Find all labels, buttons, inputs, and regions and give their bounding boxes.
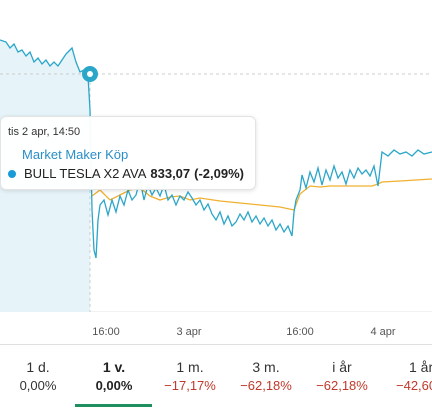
period-return: 0,00% [95,378,133,393]
period-1m[interactable]: 1 m. −17,17% [152,345,228,409]
x-tick-label: 4 apr [370,326,396,338]
tooltip-change: (-2,09%) [194,166,244,181]
tooltip-date: tis 2 apr, 14:50 [8,126,81,138]
price-chart[interactable]: 16:00 3 apr 16:00 4 apr tis 2 apr, 14:50… [0,0,432,338]
period-return: −42,60% [396,378,432,393]
tooltip-series-name: Market Maker Köp [22,147,129,162]
tooltip-value: 833,07 [150,166,191,181]
period-return: −62,18% [316,378,368,393]
period-return: −17,17% [164,378,216,393]
period-3m[interactable]: 3 m. −62,18% [228,345,304,409]
period-ytd[interactable]: i år −62,18% [304,345,380,409]
series-dot-icon [8,169,16,178]
x-tick-label: 3 apr [176,326,202,338]
period-label: 1 v. [102,359,126,375]
period-label: i år [332,359,352,375]
period-label: 1 år [409,359,432,375]
active-period-indicator [75,404,152,407]
x-tick-label: 16:00 [92,326,120,338]
period-label: 3 m. [252,359,280,375]
period-selector: 1 d. 0,00% 1 v. 0,00% 1 m. −17,17% 3 m. … [0,344,432,409]
x-tick-label: 16:00 [286,326,314,338]
period-label: 1 m. [176,359,204,375]
chart-tooltip: tis 2 apr, 14:50 Market Maker Köp BULL T… [0,116,256,190]
price-line [0,39,432,259]
tooltip-instrument: BULL TESLA X2 AVA [24,166,147,181]
hover-marker-center [87,71,93,77]
period-return: −62,18% [240,378,292,393]
period-label: 1 d. [26,359,50,375]
period-1d[interactable]: 1 d. 0,00% [0,345,76,409]
period-return: 0,00% [19,378,57,393]
tooltip-value-row: BULL TESLA X2 AVA 833,07 (-2,09%) [8,166,244,181]
period-1y[interactable]: 1 år −42,60% [380,345,432,409]
period-1w[interactable]: 1 v. 0,00% [76,345,152,409]
